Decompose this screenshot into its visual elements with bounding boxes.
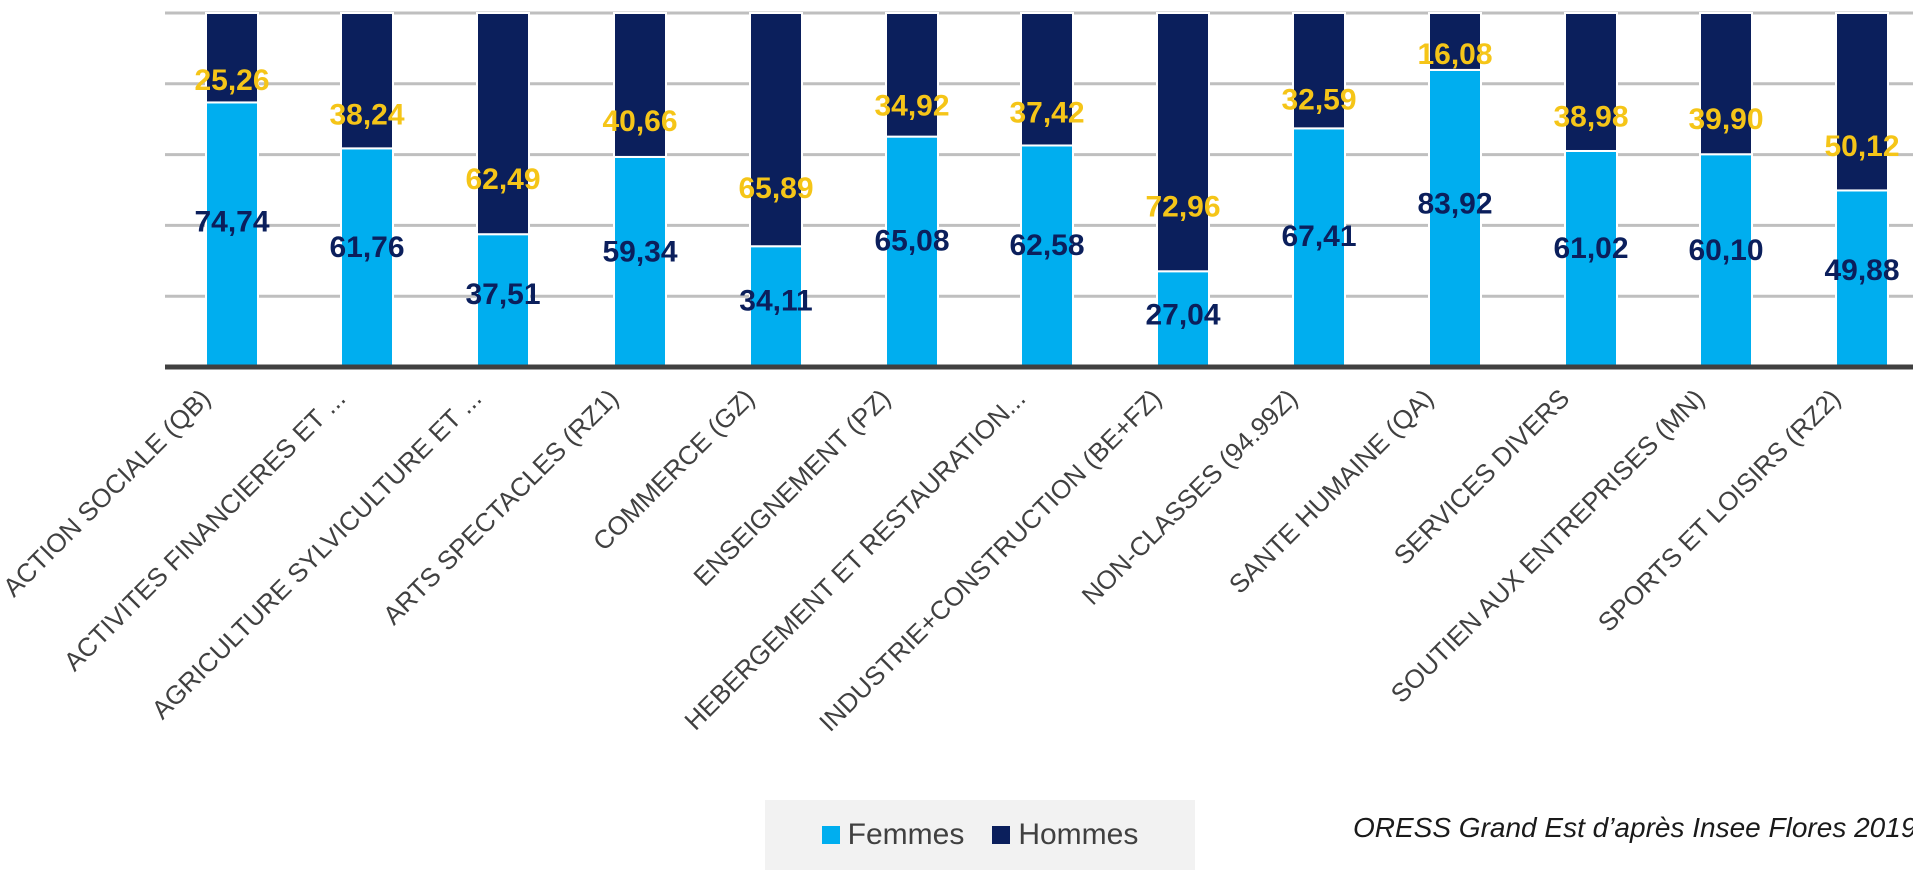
bar-femmes [1428,68,1482,369]
bar-hommes [885,12,939,138]
value-label-hommes: 37,42 [1009,96,1084,129]
value-label-hommes: 38,98 [1553,100,1628,133]
bar-hommes [1020,12,1074,147]
bar-hommes [1292,12,1346,130]
legend-item-hommes: Hommes [992,818,1138,852]
legend-label-hommes: Hommes [1018,818,1139,851]
value-label-femmes: 59,34 [602,235,677,268]
value-label-femmes: 37,51 [465,278,540,311]
legend-swatch-hommes [992,826,1011,844]
value-labels: 74,74 25,26 61,76 38,24 37,51 62,49 59,34 40,66… [194,38,1899,331]
value-label-hommes: 50,12 [1824,130,1899,163]
value-label-hommes: 39,90 [1688,103,1763,136]
bar-femmes [205,101,259,368]
value-label-hommes: 16,08 [1417,38,1492,71]
category-label: NON-CLASSES (94.99Z) [1076,383,1304,611]
bar-femmes [885,135,939,368]
value-label-hommes: 38,24 [329,99,404,132]
value-label-femmes: 67,41 [1281,220,1356,253]
value-label-femmes: 34,11 [739,285,812,318]
bar-femmes [1156,270,1210,369]
value-label-femmes: 61,02 [1553,232,1628,265]
category-labels: ACTION SOCIALE (QB)ACTIVITES FINANCIERES… [0,383,1846,737]
bar-hommes [1156,12,1210,273]
legend: Femmes Hommes [765,800,1195,870]
bar-hommes [1428,12,1482,71]
bar-hommes [340,12,394,150]
value-label-hommes: 62,49 [465,163,540,196]
value-label-femmes: 62,58 [1009,229,1084,262]
legend-label-femmes: Femmes [847,818,965,851]
source-note: ORESS Grand Est d’après Insee Flores 201… [1353,812,1913,843]
bar-femmes [1564,149,1618,368]
bar-hommes [749,12,803,248]
value-label-hommes: 34,92 [874,90,949,123]
legend-item-femmes: Femmes [821,818,965,852]
bar-femmes [1292,127,1346,368]
bar-hommes [1835,12,1889,192]
value-label-hommes: 40,66 [602,105,677,138]
value-label-femmes: 65,08 [874,224,949,257]
value-label-femmes: 61,76 [329,231,404,264]
bar-femmes [1699,153,1753,368]
value-label-femmes: 49,88 [1824,254,1899,287]
value-label-hommes: 25,26 [194,64,269,97]
bars [205,12,1889,369]
value-label-hommes: 65,89 [738,172,813,205]
bar-hommes [205,12,259,104]
bar-hommes [1564,12,1618,152]
category-label: ARTS SPECTACLES (RZ1) [377,383,624,630]
bar-femmes [1835,189,1889,368]
legend-swatch-femmes [821,826,840,844]
category-label: SPORTS ET LOISIRS (RZ2) [1592,383,1846,637]
category-label: ACTIVITES FINANCIERES ET ... [58,383,352,677]
value-label-femmes: 27,04 [1145,298,1220,331]
bar-hommes [1699,12,1753,156]
bar-hommes [476,12,530,236]
value-label-hommes: 32,59 [1281,84,1356,117]
value-label-hommes: 72,96 [1145,191,1220,224]
bar-femmes [749,245,803,368]
value-label-femmes: 74,74 [194,205,269,238]
value-label-femmes: 60,10 [1688,234,1763,267]
value-label-femmes: 83,92 [1417,188,1492,221]
bar-hommes [613,12,667,158]
